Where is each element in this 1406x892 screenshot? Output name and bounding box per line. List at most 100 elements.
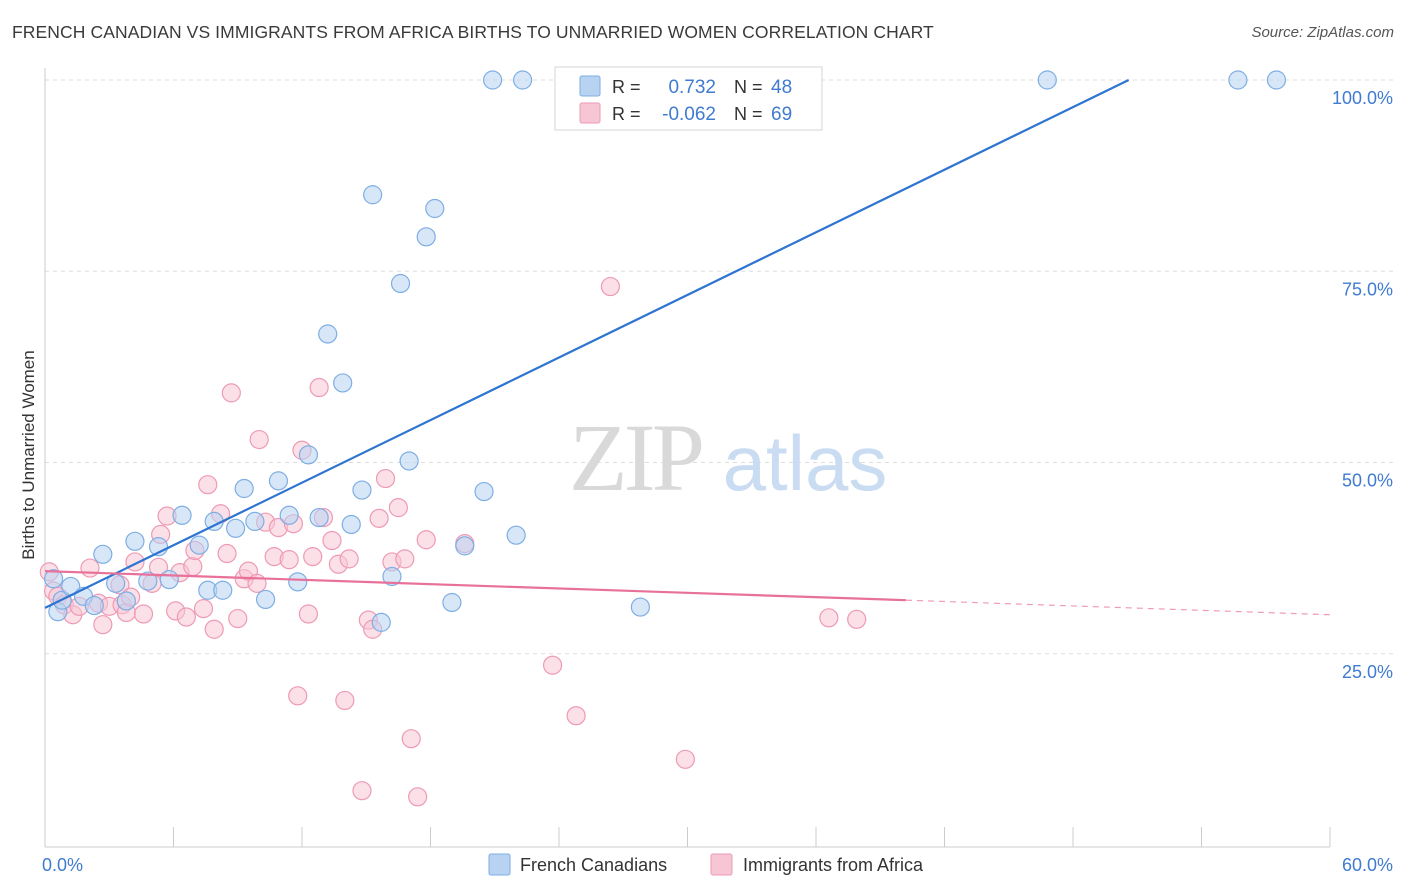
point-immigrants-africa [401,729,421,749]
correlation-legend: R = 0.732 N = 48 R = -0.062 N = 69 [554,66,823,131]
point-immigrants-africa [408,787,428,807]
point-immigrants-africa [416,530,436,550]
point-immigrants-africa [221,383,241,403]
point-french-canadians [93,544,113,564]
point-french-canadians [1266,70,1287,90]
point-french-canadians [116,591,136,611]
point-immigrants-africa [375,468,396,489]
point-french-canadians [630,597,650,617]
point-french-canadians [268,471,289,491]
point-french-canadians [341,514,361,535]
point-french-canadians [318,324,338,344]
legend-r-value: -0.062 [662,104,716,125]
point-french-canadians [234,478,254,499]
y-tick-label: 100.0% [1332,88,1393,108]
legend-n-label: N = [734,104,763,124]
point-french-canadians [371,612,391,632]
point-immigrants-africa [352,781,372,801]
point-french-canadians [226,518,246,538]
point-french-canadians [159,569,179,590]
point-french-canadians [382,566,402,587]
legend-label-french-canadians: French Canadians [520,855,667,875]
point-french-canadians [363,185,383,205]
point-french-canadians [1228,70,1248,90]
legend-n-value: 48 [771,77,792,98]
point-french-canadians [138,571,158,591]
source-note: Source: ZipAtlas.com [1251,24,1394,41]
y-tick-label: 50.0% [1342,471,1393,491]
point-immigrants-africa [335,690,355,711]
point-french-canadians [483,70,503,90]
point-french-canadians [442,592,462,613]
point-immigrants-africa [198,475,218,495]
legend-n-value: 69 [771,104,792,125]
point-immigrants-africa [148,557,169,577]
point-french-canadians [309,507,329,528]
point-french-canadians [213,580,233,600]
point-immigrants-africa [395,549,415,569]
point-immigrants-africa [298,604,319,624]
point-immigrants-africa [819,608,839,628]
point-french-canadians [506,525,526,545]
point-immigrants-africa [322,530,342,551]
point-immigrants-africa [93,615,113,635]
point-french-canadians [1037,70,1057,90]
point-french-canadians [352,480,372,500]
chart-title: FRENCH CANADIAN VS IMMIGRANTS FROM AFRIC… [12,22,934,42]
x-tick-label-min: 0.0% [42,855,83,875]
legend-swatch-french-canadians [579,75,601,97]
trend-line-french-canadians [44,79,1130,609]
point-french-canadians [288,572,308,592]
legend-swatch-french-canadians [488,853,511,876]
point-immigrants-africa [566,706,586,726]
point-immigrants-africa [193,599,214,619]
point-immigrants-africa [217,543,237,564]
series-legend: French Canadians Immigrants from Africa [488,853,924,876]
point-french-canadians [172,505,192,525]
watermark: ZIP atlas [569,404,887,511]
point-immigrants-africa [675,749,695,769]
y-tick-label: 75.0% [1342,279,1393,299]
point-immigrants-africa [133,604,154,624]
trend-line-immigrants-africa [44,570,906,602]
point-immigrants-africa [176,607,196,627]
point-immigrants-africa [279,550,299,570]
point-immigrants-africa [339,549,359,569]
point-french-canadians [399,451,419,471]
point-french-canadians [298,445,319,465]
trend-layer [44,79,1331,616]
point-french-canadians [333,373,353,393]
point-immigrants-africa [542,655,563,675]
point-immigrants-africa [80,558,100,578]
point-immigrants-africa [249,429,269,450]
point-immigrants-africa [600,276,621,297]
legend-r-label: R = [612,77,641,97]
legend-r-value: 0.732 [668,77,716,98]
legend-swatch-immigrants-africa [579,102,601,124]
point-french-canadians [125,531,145,551]
point-french-canadians [455,536,475,556]
axes-layer [44,68,1331,848]
legend-n-label: N = [734,77,763,97]
point-french-canadians [84,595,104,616]
y-tick-label: 25.0% [1342,662,1393,682]
point-french-canadians [43,569,64,589]
point-immigrants-africa [847,609,867,629]
legend-r-label: R = [612,104,641,124]
point-immigrants-africa [183,556,203,577]
watermark-zip: ZIP [569,404,702,511]
point-french-canadians [255,589,276,610]
point-immigrants-africa [369,508,389,528]
point-immigrants-africa [204,619,224,639]
point-immigrants-africa [309,377,329,398]
point-french-canadians [189,535,209,555]
point-french-canadians [512,70,533,90]
point-french-canadians [279,505,299,525]
point-french-canadians [425,198,445,219]
y-axis-label: Births to Unmarried Women [19,350,38,559]
point-french-canadians [474,481,494,502]
point-immigrants-africa [303,546,323,567]
legend-swatch-immigrants-africa [710,853,733,876]
point-immigrants-africa [228,608,248,629]
